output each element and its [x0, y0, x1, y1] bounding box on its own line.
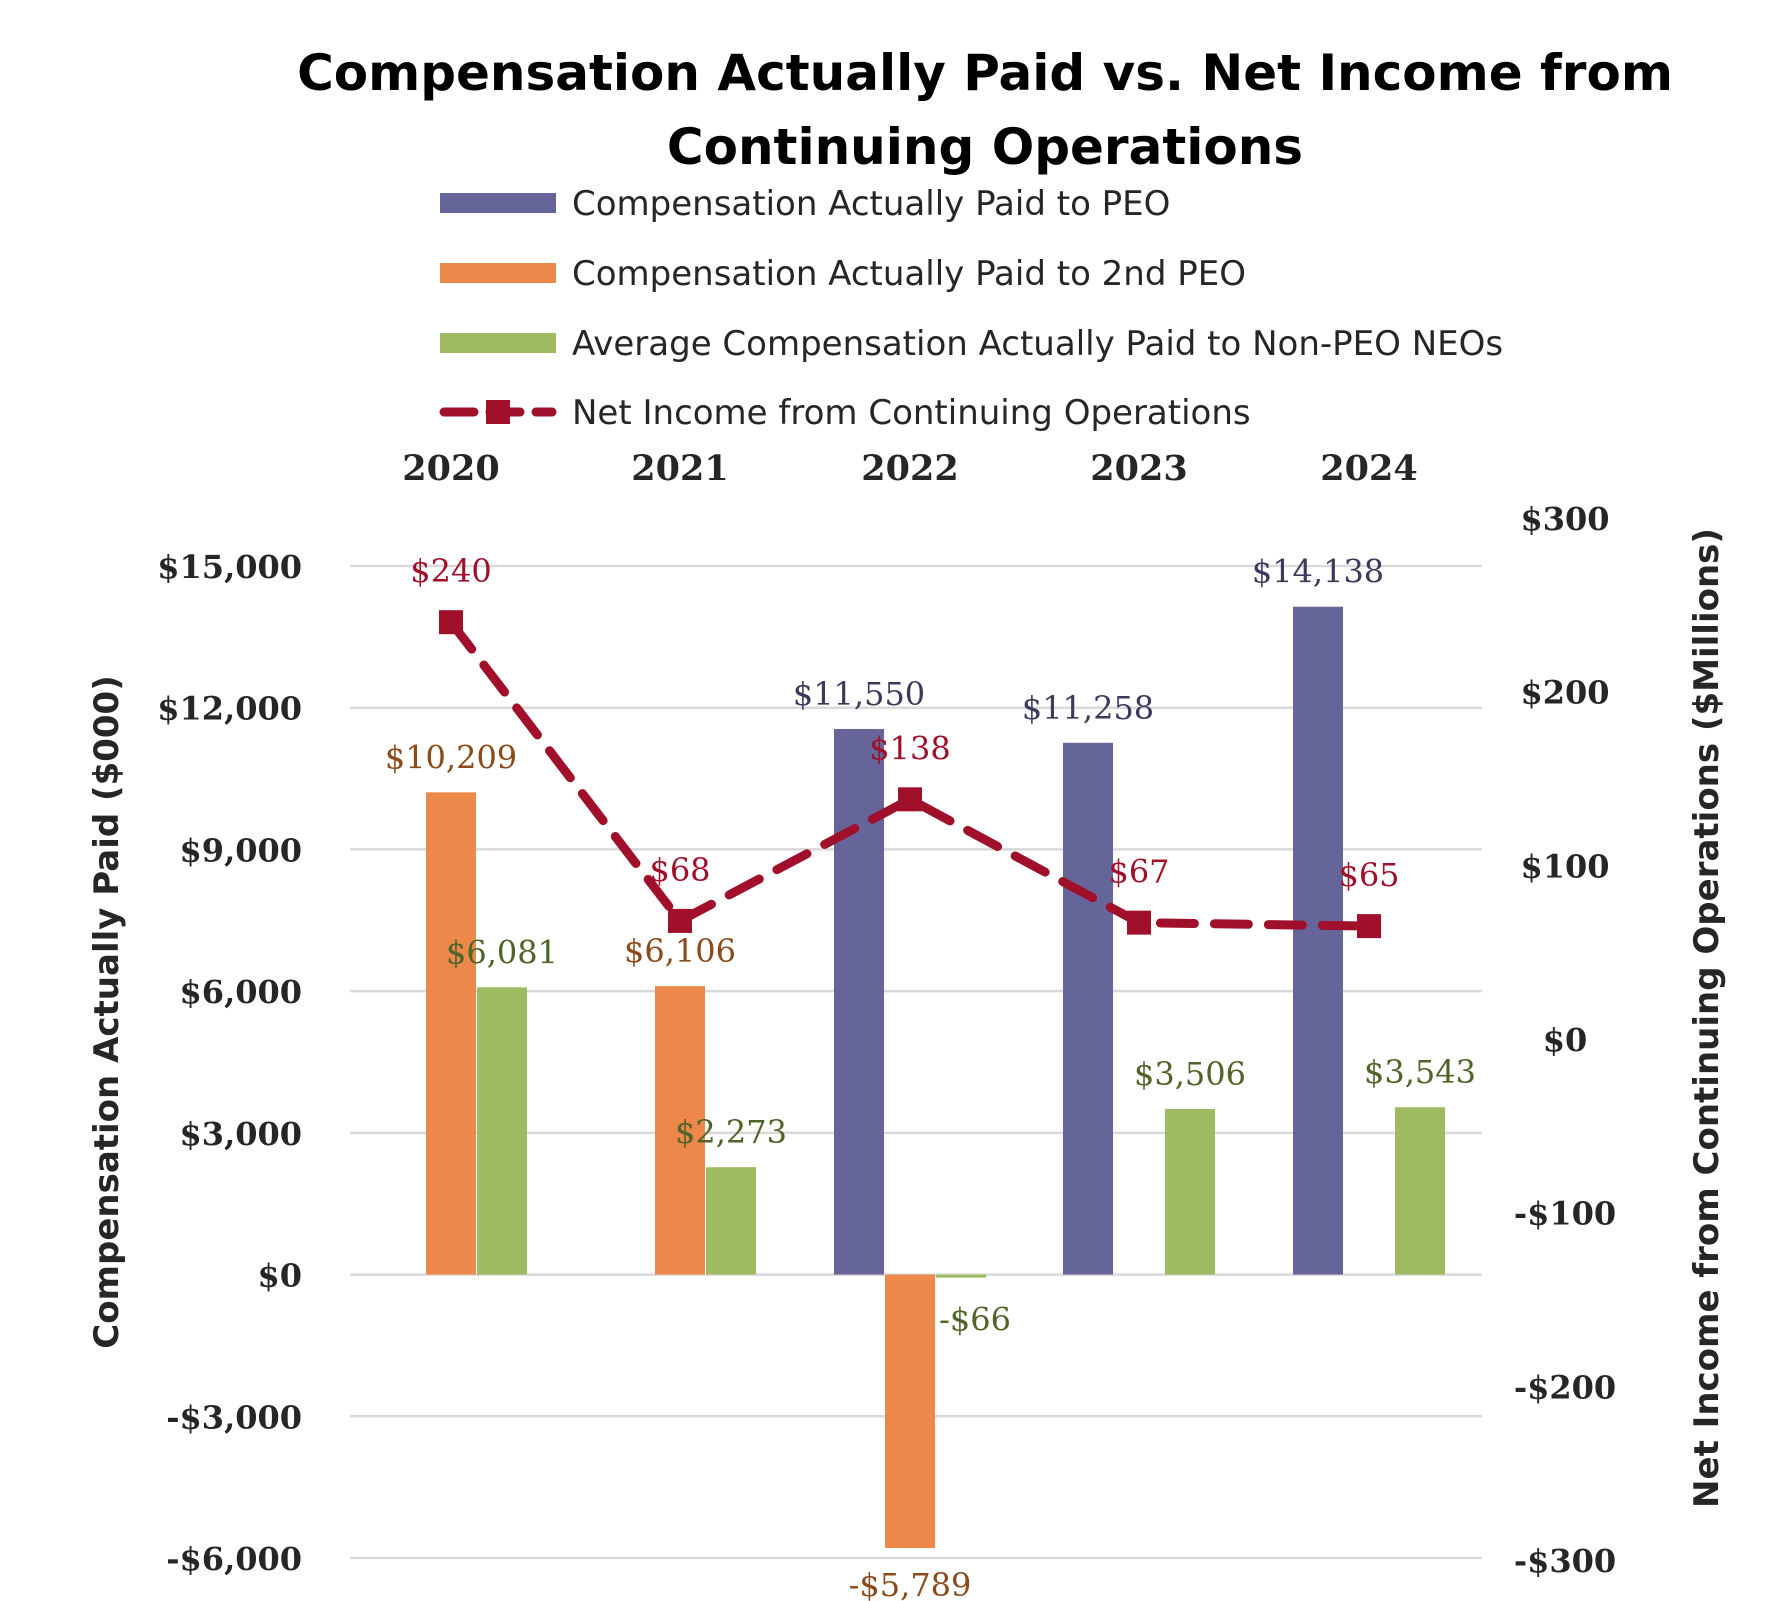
y2-tick-label: -$200: [1514, 1368, 1616, 1406]
bar-average-compensation-actually-paid-to-non-peo-neos-2023: [1165, 1108, 1215, 1275]
bar-average-compensation-actually-paid-to-non-peo-neos-2024: [1395, 1107, 1445, 1275]
y-tick-label: $9,000: [180, 831, 302, 869]
data-label-average-compensation-actually-paid-to-non-peo-neos-2023: $3,506: [1134, 1055, 1246, 1093]
data-label-average-compensation-actually-paid-to-non-peo-neos-2021: $2,273: [675, 1113, 787, 1151]
net-income-marker-2022: [898, 787, 922, 812]
x-tick-label-2021: 2021: [631, 448, 728, 489]
y2-tick-label: $100: [1520, 847, 1609, 885]
y2-tick-label: $300: [1520, 500, 1609, 538]
data-label-compensation-actually-paid-to-peo-2024: $14,138: [1252, 553, 1384, 591]
y-tick-label: $3,000: [180, 1115, 302, 1153]
data-label-compensation-actually-paid-to-peo-2022: $11,550: [793, 675, 925, 713]
data-label-compensation-actually-paid-to-peo-2023: $11,258: [1022, 689, 1154, 727]
legend-swatch-compensation-actually-paid-to-peo: [440, 193, 556, 213]
x-tick-label-2022: 2022: [861, 448, 958, 489]
bar-compensation-actually-paid-to-peo-2024: [1293, 606, 1343, 1275]
legend-label-compensation-actually-paid-to-2nd-peo: Compensation Actually Paid to 2nd PEO: [572, 254, 1246, 294]
legend-swatch-average-compensation-actually-paid-to-non-peo-neos: [440, 333, 556, 353]
bar-compensation-actually-paid-to-2nd-peo-2021: [655, 986, 705, 1275]
data-label-compensation-actually-paid-to-2nd-peo-2020: $10,209: [385, 738, 517, 776]
net-income-marker-2023: [1127, 910, 1151, 935]
legend-label-compensation-actually-paid-to-peo: Compensation Actually Paid to PEO: [572, 184, 1170, 224]
net-income-marker-2024: [1357, 914, 1381, 939]
bar-average-compensation-actually-paid-to-non-peo-neos-2022: [936, 1274, 986, 1278]
data-label-net-income-2022: $138: [869, 729, 950, 767]
bar-average-compensation-actually-paid-to-non-peo-neos-2021: [706, 1167, 756, 1275]
gridlines: [350, 564, 1482, 1560]
bar-compensation-actually-paid-to-peo-2023: [1063, 742, 1113, 1275]
chart-title-line-1: Compensation Actually Paid vs. Net Incom…: [297, 44, 1673, 102]
data-label-average-compensation-actually-paid-to-non-peo-neos-2022: -$66: [939, 1301, 1011, 1339]
y-tick-label: -$3,000: [166, 1398, 302, 1436]
bar-average-compensation-actually-paid-to-non-peo-neos-2020: [477, 987, 527, 1275]
bar-compensation-actually-paid-to-2nd-peo-2020: [426, 792, 476, 1275]
data-label-compensation-actually-paid-to-2nd-peo-2022: -$5,789: [849, 1566, 972, 1601]
net-income-line-path: [446, 617, 1374, 931]
data-label-net-income-2023: $67: [1108, 853, 1169, 891]
data-label-net-income-2020: $240: [410, 552, 491, 590]
y2-tick-label: -$100: [1514, 1195, 1616, 1233]
x-tick-label-2024: 2024: [1320, 448, 1417, 489]
axes: $15,000 $12,000 $9,000 $6,000 $3,000 $0 -$3,00…: [157, 448, 1616, 1580]
x-tick-label-2023: 2023: [1090, 448, 1187, 489]
data-label-average-compensation-actually-paid-to-non-peo-neos-2020: $6,081: [446, 933, 558, 971]
y-axis-title: Compensation Actually Paid ($000): [87, 675, 127, 1349]
net-income-line: [439, 610, 1381, 939]
net-income-marker-2020: [439, 610, 463, 635]
x-tick-label-2020: 2020: [402, 448, 499, 489]
data-label-compensation-actually-paid-to-2nd-peo-2021: $6,106: [624, 932, 736, 970]
y2-tick-label: $200: [1520, 674, 1609, 712]
data-labels: $11,550 $11,258 $14,138 $10,209 $6,106 -$5,78…: [385, 552, 1476, 1601]
chart-title-line-2: Continuing Operations: [667, 118, 1303, 176]
data-label-average-compensation-actually-paid-to-non-peo-neos-2024: $3,543: [1364, 1053, 1476, 1091]
data-label-net-income-2024: $65: [1338, 856, 1399, 894]
y-tick-label: $0: [257, 1257, 302, 1295]
legend-label-net-income-from-continuing-operations: Net Income from Continuing Operations: [572, 393, 1251, 433]
y2-axis-title: Net Income from Continuing Operations ($…: [1687, 528, 1727, 1508]
legend-label-average-compensation-actually-paid-to-non-peo-neos: Average Compensation Actually Paid to No…: [572, 324, 1503, 364]
y2-tick-label: $0: [1543, 1021, 1588, 1059]
legend-swatch-marker: [486, 400, 510, 424]
data-label-net-income-2021: $68: [649, 851, 710, 889]
y-tick-label: $6,000: [180, 973, 302, 1011]
legend-swatch-compensation-actually-paid-to-2nd-peo: [440, 263, 556, 283]
y-tick-label: $15,000: [157, 548, 302, 586]
bar-compensation-actually-paid-to-2nd-peo-2022: [885, 1274, 935, 1549]
y-tick-label: $12,000: [157, 690, 302, 728]
y2-tick-label: -$300: [1514, 1542, 1616, 1580]
net-income-marker-2021: [668, 908, 692, 933]
legend: Compensation Actually Paid to PEO Compens…: [439, 184, 1503, 433]
y-tick-label: -$6,000: [166, 1540, 302, 1578]
bar-compensation-actually-paid-to-peo-2022: [834, 728, 884, 1275]
